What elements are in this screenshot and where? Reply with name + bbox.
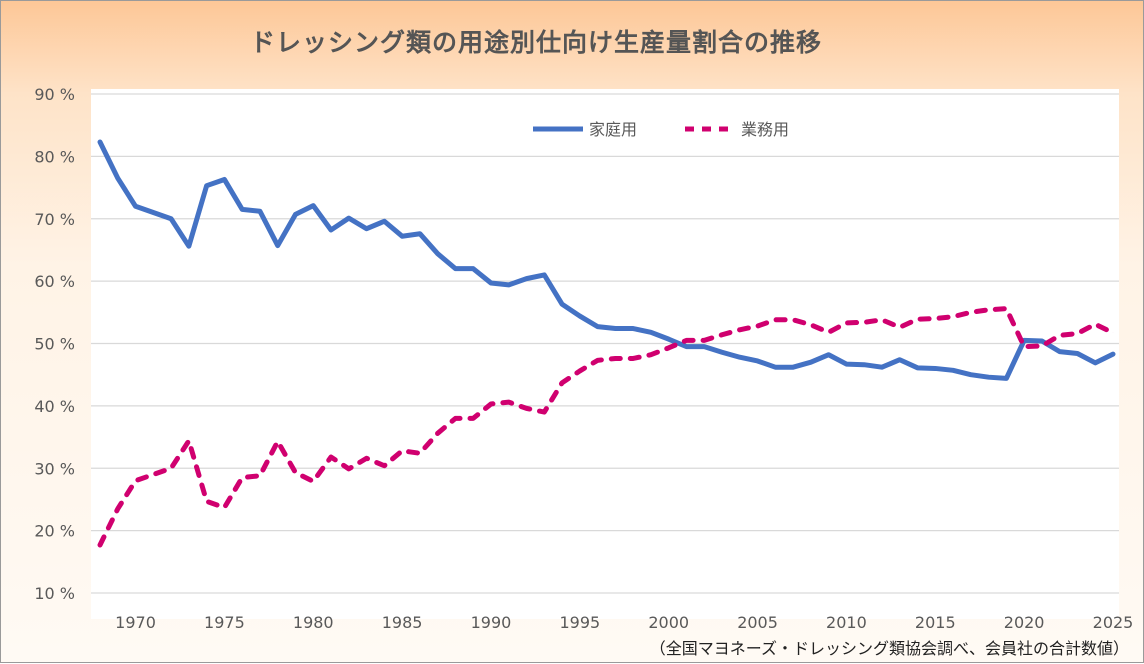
x-tick-label: 1970 [115, 613, 156, 632]
x-tick-label: 2010 [826, 613, 867, 632]
x-tick-label: 1980 [293, 613, 334, 632]
legend-label: 業務用 [741, 120, 789, 139]
x-tick-label: 1985 [382, 613, 423, 632]
y-tick-label: 80 % [34, 147, 75, 166]
y-tick-label: 30 % [34, 459, 75, 478]
x-tick-label: 2000 [648, 613, 689, 632]
x-tick-label: 2020 [1004, 613, 1045, 632]
y-tick-label: 20 % [34, 522, 75, 541]
y-tick-label: 10 % [34, 584, 75, 603]
y-tick-label: 70 % [34, 210, 75, 229]
x-tick-label: 1975 [204, 613, 245, 632]
x-tick-label: 2005 [737, 613, 778, 632]
y-tick-label: 50 % [34, 335, 75, 354]
y-tick-label: 60 % [34, 272, 75, 291]
plot-area [91, 89, 1119, 619]
y-tick-label: 90 % [34, 85, 75, 104]
x-tick-label: 2015 [915, 613, 956, 632]
y-tick-label: 40 % [34, 397, 75, 416]
x-tick-label: 1990 [471, 613, 512, 632]
legend-label: 家庭用 [589, 120, 637, 139]
x-tick-label: 2025 [1093, 613, 1134, 632]
source-note: （全国マヨネーズ・ドレッシング類協会調べ、会員社の合計数値） [650, 635, 1129, 659]
x-tick-label: 1995 [559, 613, 600, 632]
